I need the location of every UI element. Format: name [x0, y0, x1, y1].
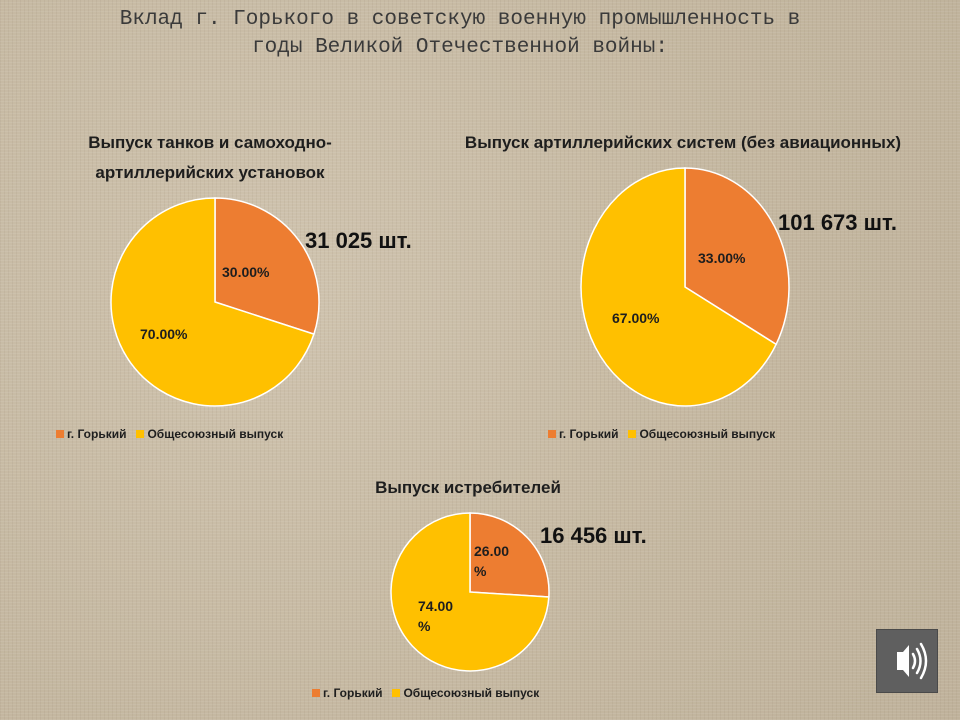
data-label-gorky: 26.00 % [474, 543, 510, 579]
legend-label: г. Горький [67, 427, 127, 441]
legend-item-gorky: г. Горький [56, 427, 126, 441]
legend-swatch-union [392, 689, 401, 697]
legend-swatch-gorky [548, 430, 556, 438]
legend-item-union: Общесоюзный выпуск [628, 427, 775, 441]
chart-title-line: Выпуск истребителей [375, 478, 561, 497]
pie-slice-union [580, 167, 778, 407]
audio-play-button[interactable] [876, 629, 938, 693]
legend-swatch-union [628, 430, 637, 438]
pie-chart-tanks [110, 197, 320, 407]
pie-slice-union [110, 197, 315, 407]
total-count-tanks: 31 025 шт. [305, 228, 412, 253]
legend-label: Общесоюзный выпуск [403, 686, 540, 700]
legend-label: г. Горький [559, 427, 619, 441]
legend-swatch-union [136, 430, 145, 438]
chart-title-line: Выпуск танков и самоходно- [88, 133, 332, 152]
legend-swatch-gorky [312, 689, 320, 697]
page-title: Вклад г. Горького в советскую военную пр… [119, 8, 801, 59]
data-label-gorky: 33.00% [698, 250, 746, 266]
legend-item-union: Общесоюзный выпуск [136, 427, 283, 441]
chart-title-line: артиллерийских установок [95, 163, 325, 182]
legend-swatch-gorky [56, 430, 64, 438]
pie-slice-gorky [684, 167, 790, 346]
total-count-artillery: 101 673 шт. [778, 210, 897, 235]
pie-chart-fighters [390, 512, 550, 672]
legend-label: Общесоюзный выпуск [147, 427, 284, 441]
legend-item-gorky: г. Горький [548, 427, 618, 441]
legend-tanks: г. Горький Общесоюзный выпуск [56, 427, 293, 441]
total-count-fighters: 16 456 шт. [540, 523, 647, 548]
data-label-union: 74.00 % [418, 598, 454, 634]
legend-artillery: г. Горький Общесоюзный выпуск [548, 427, 785, 441]
data-label-union: 70.00% [140, 326, 188, 342]
chart-title-tanks: Выпуск танков и самоходно- артиллерийски… [40, 128, 380, 188]
legend-fighters: г. Горький Общесоюзный выпуск [312, 686, 549, 700]
chart-title-line: Выпуск артиллерийских систем (без авиаци… [464, 133, 902, 152]
pie-chart-artillery [580, 167, 790, 407]
chart-title-fighters: Выпуск истребителей [318, 473, 618, 503]
chart-title-artillery: Выпуск артиллерийских систем (без авиаци… [408, 128, 958, 158]
legend-label: Общесоюзный выпуск [639, 427, 776, 441]
legend-label: г. Горький [323, 686, 383, 700]
pie-slice-union [390, 512, 550, 672]
speaker-icon [897, 642, 928, 680]
legend-item-gorky: г. Горький [312, 686, 382, 700]
data-label-gorky: 30.00% [222, 264, 270, 280]
data-label-union: 67.00% [612, 310, 660, 326]
pie-slice-gorky [469, 512, 550, 598]
legend-item-union: Общесоюзный выпуск [392, 686, 539, 700]
pie-slice-gorky [214, 197, 320, 336]
